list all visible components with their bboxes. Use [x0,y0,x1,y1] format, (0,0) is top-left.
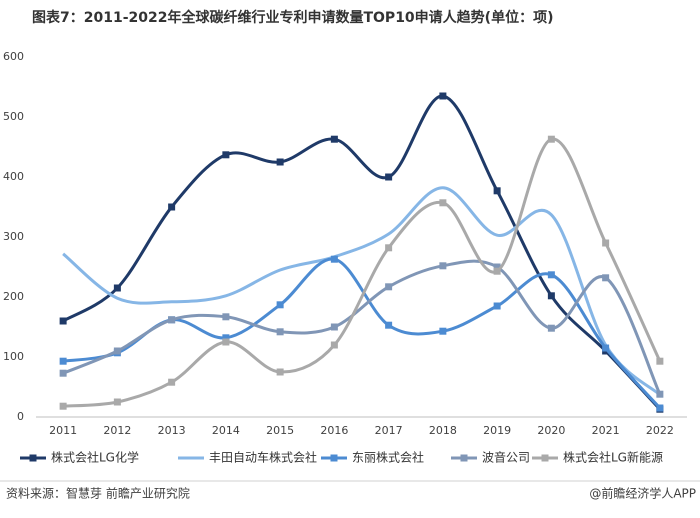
point-marker [602,239,610,247]
point-marker [385,283,393,291]
point-marker [656,357,664,365]
y-tick-label: 100 [3,350,24,363]
point-marker [439,262,447,270]
series-line [62,257,661,410]
x-tick-label: 2020 [537,424,565,437]
series-line [63,137,662,408]
point-marker [168,203,176,211]
legend-marker [29,454,37,462]
point-marker [493,302,501,310]
legend-marker [460,454,468,462]
point-marker [168,316,176,324]
point-marker [222,151,230,159]
point-marker [385,321,393,329]
point-marker [222,313,230,321]
x-tick-label: 2012 [103,424,131,437]
x-tick-label: 2013 [158,424,186,437]
legend-label: 东丽株式会社 [352,450,424,465]
point-marker [493,267,501,275]
point-marker [113,284,121,292]
x-tick-label: 2017 [375,424,403,437]
x-tick-label: 2016 [320,424,348,437]
point-marker [330,323,338,331]
point-marker [547,135,555,143]
point-marker [330,255,338,263]
point-marker [385,244,393,252]
point-marker [222,338,230,346]
point-marker [59,369,67,377]
point-marker [113,347,121,355]
y-tick-label: 400 [3,170,24,183]
y-tick-label: 500 [3,110,24,123]
y-tick-label: 200 [3,290,24,303]
point-marker [168,378,176,386]
y-tick-label: 0 [17,410,24,423]
series-line [62,259,662,395]
point-marker [59,317,67,325]
point-marker [222,334,230,342]
point-marker [113,398,121,406]
x-tick-label: 2022 [646,424,674,437]
point-marker [59,402,67,410]
legend-label: 波音公司 [482,450,530,465]
point-marker [276,301,284,309]
point-marker [602,274,610,282]
point-marker [439,92,447,100]
legend-marker [330,454,338,462]
point-marker [385,173,393,181]
point-marker [493,187,501,195]
point-marker [547,271,555,279]
point-marker [59,357,67,365]
legend-label: 丰田自动车株式会社 [209,450,317,465]
series-line [62,186,661,396]
legend-label: 株式会社LG化学 [51,450,139,465]
point-marker [276,158,284,166]
x-tick-label: 2011 [49,424,77,437]
point-marker [439,199,447,207]
point-marker [656,404,664,412]
legend-label: 株式会社LG新能源 [563,450,663,465]
point-marker [330,135,338,143]
point-marker [493,263,501,271]
x-tick-label: 2018 [429,424,457,437]
brand: @前瞻经济学人APP [589,486,696,501]
point-marker [547,292,555,300]
y-tick-label: 300 [3,230,24,243]
point-marker [439,327,447,335]
x-tick-label: 2019 [483,424,511,437]
point-marker [656,390,664,398]
x-tick-label: 2014 [212,424,240,437]
legend-marker [541,454,549,462]
source: 资料来源：智慧芽 前瞻产业研究院 [6,486,190,501]
x-tick-label: 2021 [592,424,620,437]
point-marker [330,341,338,349]
point-marker [276,328,284,336]
point-marker [602,344,610,352]
point-marker [547,324,555,332]
point-marker [276,368,284,376]
x-tick-label: 2015 [266,424,294,437]
y-tick-label: 600 [3,50,24,63]
chart-title: 图表7：2011-2022年全球碳纤维行业专利申请数量TOP10申请人趋势(单位… [32,9,553,26]
